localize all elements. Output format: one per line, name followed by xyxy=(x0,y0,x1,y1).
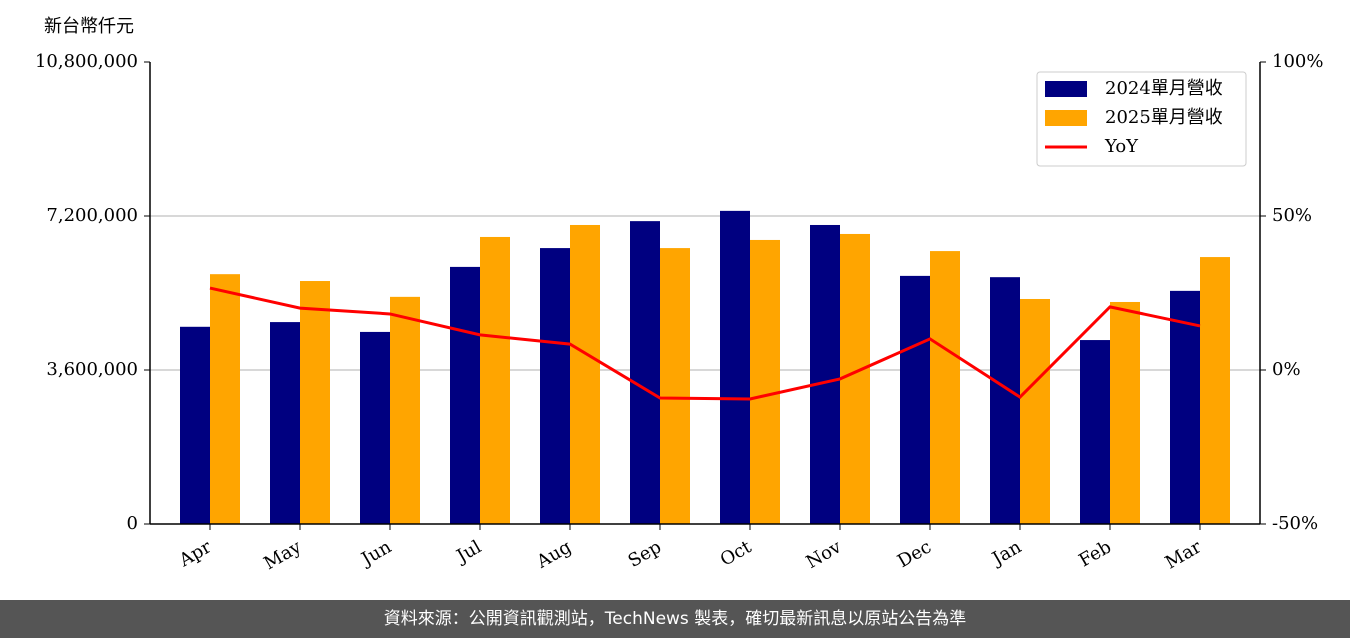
bar xyxy=(360,331,390,524)
x-tick-label: Nov xyxy=(803,536,846,573)
bar xyxy=(390,296,420,524)
bar xyxy=(1020,298,1050,524)
line xyxy=(209,286,1201,401)
legend-label: YoY xyxy=(1104,136,1139,157)
x-tick-label: May xyxy=(260,536,305,574)
x-tick-label: Dec xyxy=(894,536,935,572)
y-tick-label: 10,800,000 xyxy=(35,51,138,72)
bar xyxy=(210,274,240,524)
legend-swatch xyxy=(1045,81,1087,97)
x-tick-label: Mar xyxy=(1162,536,1206,573)
bar xyxy=(720,210,750,524)
bar xyxy=(300,281,330,524)
y-axis-label: 新台幣仟元 xyxy=(44,16,134,37)
legend-swatch xyxy=(1045,110,1087,126)
x-tick-label: Jan xyxy=(987,536,1025,570)
bar xyxy=(180,326,210,524)
bar xyxy=(840,233,870,524)
bar xyxy=(480,236,510,524)
x-tick-label: Jul xyxy=(451,536,485,568)
bar xyxy=(810,224,840,524)
x-tick-label: Jun xyxy=(356,536,395,571)
bar xyxy=(1110,301,1140,524)
x-tick-label: Feb xyxy=(1075,536,1115,571)
source-footer: 資料來源：公開資訊觀測站，TechNews 製表，確切最新訊息以原站公告為準 xyxy=(0,600,1350,638)
x-tick-label: Apr xyxy=(175,536,215,571)
y-tick-label: 7,200,000 xyxy=(46,205,138,226)
y2-tick-label: 50% xyxy=(1272,205,1312,226)
x-tick-label: Aug xyxy=(532,536,575,573)
y2-tick-label: 100% xyxy=(1272,51,1323,72)
bar xyxy=(900,275,930,524)
y2-tick-label: 0% xyxy=(1272,359,1301,380)
legend-label: 2025單月營收 xyxy=(1105,107,1223,128)
bar xyxy=(270,322,300,524)
legend-box xyxy=(1036,71,1247,167)
bar xyxy=(1080,340,1110,524)
bar xyxy=(540,248,570,525)
bar xyxy=(450,266,480,524)
y-tick-label: 3,600,000 xyxy=(46,359,138,380)
bar xyxy=(1170,290,1200,524)
y-tick-label: 0 xyxy=(127,513,138,534)
x-tick-label: Sep xyxy=(625,536,665,571)
bar xyxy=(990,277,1020,524)
bar xyxy=(930,251,960,525)
bar xyxy=(750,239,780,524)
chart: 新台幣仟元 0 3,600,000 7,200,000 10,800,000 -50% 0… xyxy=(35,16,1324,574)
y2-tick-label: -50% xyxy=(1272,513,1318,534)
x-tick-label: Oct xyxy=(717,536,756,571)
bar xyxy=(570,224,600,524)
bar xyxy=(630,221,660,524)
legend-label: 2024單月營收 xyxy=(1105,78,1223,99)
bar xyxy=(660,248,690,525)
bar xyxy=(1200,257,1230,524)
